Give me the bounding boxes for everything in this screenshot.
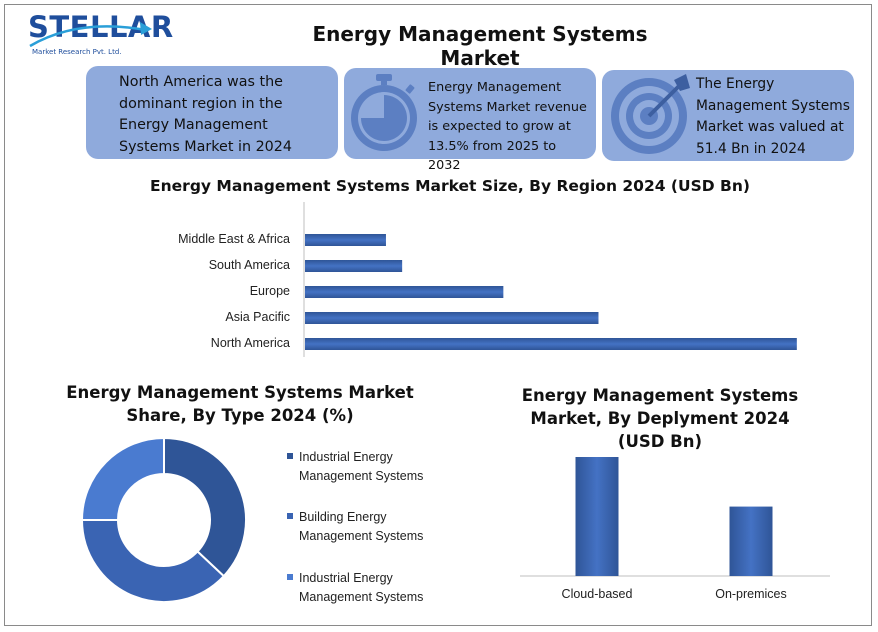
deployment-bar [729,506,773,576]
deployment-chart-title: Energy Management Systems Market, By Dep… [521,386,799,451]
region-tick-label: North America [210,336,290,350]
legend-label: Building Energy Management Systems [299,510,424,543]
region-chart-title: Energy Management Systems Market Size, B… [150,177,750,195]
legend-label: Industrial Energy Management Systems [299,450,424,483]
stopwatch-icon [351,74,417,151]
region-tick-label: Middle East & Africa [178,232,290,246]
legend-swatch [287,513,293,519]
donut-slice [80,436,165,521]
legend-label: Industrial Energy Management Systems [299,571,424,604]
page-title: Energy Management Systems Market [312,22,648,70]
donut-slice [80,519,226,603]
info-card-value: The Energy Management Systems Market was… [602,70,854,161]
region-bar [305,286,504,298]
donut-slice [163,436,247,578]
logo-swoosh-icon [29,22,152,48]
target-icon [611,74,690,154]
deployment-tick-label: On-premices [715,587,787,601]
type-chart-title: Energy Management Systems Market Share, … [66,383,414,425]
region-bar [305,260,403,272]
info-card-text: The Energy Management Systems Market was… [696,76,850,157]
region-tick-label: Asia Pacific [225,310,290,324]
logo-subtitle: Market Research Pvt. Ltd. [32,48,122,56]
info-card-growth: Energy Management Systems Market revenue… [344,68,596,173]
info-card-text: Energy Management Systems Market revenue… [428,80,587,173]
legend-swatch [287,574,293,580]
deployment-tick-label: Cloud-based [561,587,633,601]
region-bar [305,338,797,350]
info-card-text: North America was the dominant region in… [119,74,292,155]
info-card-region: North America was the dominant region in… [86,66,338,159]
region-bar [305,234,386,246]
legend-swatch [287,453,293,459]
region-bar [305,312,599,324]
deployment-bar [575,457,619,576]
stellar-logo: STELLAR Market Research Pvt. Ltd. [28,8,173,62]
region-tick-label: South America [208,258,290,272]
region-tick-label: Europe [249,284,290,298]
